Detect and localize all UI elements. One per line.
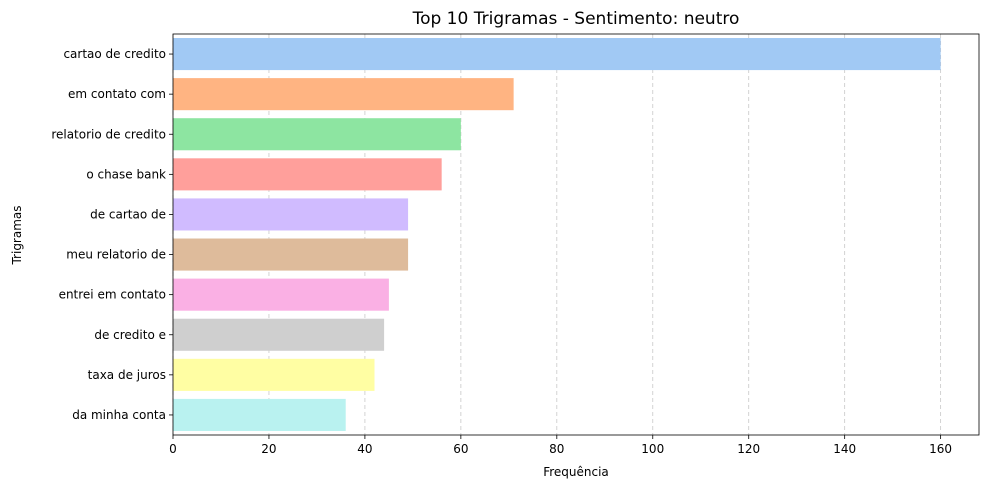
y-tick-label: relatorio de credito [51,127,166,141]
chart-title: Top 10 Trigramas - Sentimento: neutro [412,9,740,29]
y-tick-label: entrei em contato [59,288,166,302]
x-tick-label: 100 [641,442,664,456]
y-tick-label: taxa de juros [88,368,166,382]
bar [173,78,514,111]
x-tick-labels: 0 20 40 60 80 100 120 140 160 [169,435,952,456]
bar [173,278,389,311]
bar [173,398,346,431]
bar [173,238,409,271]
x-tick-label: 60 [453,442,468,456]
x-tick-label: 140 [833,442,856,456]
bar [173,318,385,351]
bar [173,118,461,151]
bar [173,38,941,71]
y-tick-label: cartao de credito [63,47,166,61]
x-tick-label: 80 [549,442,564,456]
plot-border [172,33,980,436]
x-tick-label: 20 [261,442,276,456]
bar [173,198,409,231]
y-tick-label: da minha conta [72,408,166,422]
bars [173,38,941,431]
x-tick-label: 160 [929,442,952,456]
x-tick-label: 40 [357,442,372,456]
y-tick-label: de cartao de [90,207,166,221]
y-tick-label: em contato com [68,87,166,101]
bar [173,158,442,191]
y-axis-label: Trigramas [10,205,24,265]
x-tick-label: 120 [737,442,760,456]
plot-frame [172,33,980,436]
y-tick-label: meu relatorio de [66,248,166,262]
y-tick-label: de credito e [94,328,166,342]
y-tick-labels: cartao de credito em contato com relatorio… [51,47,173,422]
y-tick-label: o chase bank [86,167,166,181]
x-axis-label: Frequência [543,465,609,479]
x-tick-label: 0 [169,442,177,456]
bar [173,358,375,391]
